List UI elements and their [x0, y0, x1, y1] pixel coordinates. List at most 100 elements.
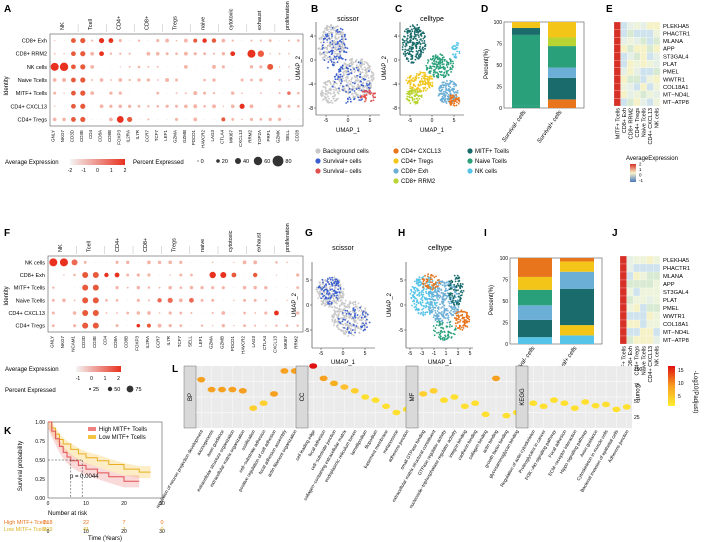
panel-h-point: [444, 284, 447, 287]
panel-h-point: [448, 294, 451, 297]
panel-b-point: [360, 58, 362, 61]
panel-b-point: [328, 58, 330, 61]
panel-b-point: [365, 68, 368, 71]
panel-f-gene-label: NKG7: [60, 336, 65, 349]
panel-h-point: [452, 296, 455, 299]
panel-j-col-label: CD4+ CXCL13: [648, 346, 654, 383]
panel-g-title: scissor: [332, 245, 354, 252]
panel-f-dot: [63, 312, 65, 314]
panel-c-point: [418, 41, 421, 44]
panel-a-dot: [147, 105, 150, 108]
panel-c-point: [452, 44, 455, 47]
panel-l-point: [249, 405, 258, 411]
panel-g-point: [337, 300, 340, 302]
panel-l-point: [361, 394, 370, 400]
panel-e-col-label: CD8+ Exh: [622, 108, 628, 133]
panel-f-gene-label: CD8B: [124, 336, 129, 348]
panel-a-dot: [54, 39, 56, 42]
panel-h-point: [463, 324, 466, 326]
panel-f-group-label: cytotoxic: [228, 230, 234, 252]
panel-i-bar-segment: [560, 258, 594, 262]
panel-h-point: [417, 312, 420, 315]
panel-i-bar-segment: [518, 319, 552, 338]
panel-l-point: [197, 376, 206, 383]
panel-l-point: [218, 386, 226, 393]
panel-c-point: [403, 30, 406, 33]
panel-e-cell: [613, 60, 621, 68]
panel-c-point: [409, 36, 411, 39]
panel-k-risk-xtick: 20: [121, 529, 127, 535]
panel-a-dot: [138, 53, 140, 55]
panel-h-point: [440, 311, 443, 313]
panel-f-dot: [220, 272, 227, 278]
panel-a-dot: [268, 117, 272, 122]
panel-b-point: [326, 66, 329, 69]
panel-g-point: [344, 311, 347, 314]
panel-c-point: [415, 92, 418, 95]
panel-g-point: [345, 315, 348, 318]
panel-g-point: [328, 276, 331, 279]
panel-f-dot: [233, 299, 235, 302]
panel-f-dot: [92, 297, 99, 304]
panel-f-dot: [51, 324, 55, 328]
panel-a-pct-label: 20: [222, 159, 228, 165]
panel-b-point: [334, 46, 337, 49]
panel-b-point: [339, 84, 342, 87]
panel-f-dot: [115, 324, 119, 328]
panel-c-point: [437, 72, 439, 75]
panel-a-dot: [287, 104, 291, 108]
panel-c-point: [420, 53, 422, 56]
panel-h-point: [460, 309, 463, 312]
panel-f-dot: [136, 311, 141, 315]
panel-a-gene-label: PDCD1: [191, 130, 196, 146]
panel-c-point: [416, 33, 418, 36]
panel-f-pct-dot: [89, 388, 91, 390]
panel-c-point: [434, 68, 436, 71]
panel-f-dot: [105, 298, 108, 302]
panel-c-point: [411, 57, 414, 60]
panel-a-dot: [63, 53, 65, 55]
panel-b-point: [342, 37, 344, 40]
panel-f-dot: [296, 311, 300, 315]
panel-b-point: [363, 94, 366, 97]
panel-a-dot: [297, 39, 300, 42]
panel-h-point: [456, 283, 459, 285]
panel-f-gene-label: SELL: [187, 336, 192, 348]
panel-a-dot: [212, 78, 216, 82]
panel-f-dot: [243, 311, 246, 315]
panel-f-dot: [233, 312, 235, 314]
panel-c-point: [423, 45, 426, 47]
panel-a-group-label: cytotoxic: [229, 8, 235, 30]
panel-b-point: [336, 37, 339, 40]
panel-c-point: [441, 58, 444, 61]
panel-h-point: [425, 302, 428, 305]
panel-b-point: [340, 35, 343, 38]
panel-a-dot: [146, 78, 151, 82]
panel-b-point: [320, 36, 323, 39]
panel-g-point: [327, 301, 329, 304]
panel-c-point: [409, 85, 412, 88]
panel-j-gene-label: PMEL: [663, 306, 680, 312]
panel-e-cell: [653, 75, 661, 84]
panel-b-point: [326, 84, 329, 86]
panel-b-point: [364, 91, 367, 94]
panel-g-point: [363, 316, 366, 318]
panel-g-point: [339, 328, 342, 331]
panel-b-point: [354, 91, 357, 94]
panel-j-cell: [646, 319, 654, 329]
panel-g-point: [356, 308, 359, 310]
panel-f-dot: [115, 260, 119, 264]
panel-a-dot: [80, 116, 86, 123]
panel-b-point: [357, 79, 360, 82]
panel-h-point: [421, 282, 424, 285]
panel-b-point: [341, 80, 343, 83]
panel-h-point: [449, 296, 452, 299]
panel-f-group-label: CD4+: [115, 238, 121, 252]
panel-a-dot: [185, 119, 187, 120]
panel-h-point: [455, 319, 458, 321]
panel-c-point: [406, 32, 409, 35]
panel-f-pct-label: 50: [114, 387, 120, 393]
panel-h-point: [468, 320, 470, 323]
panel-j-cell: [626, 287, 634, 297]
panel-f-dot: [137, 261, 139, 263]
